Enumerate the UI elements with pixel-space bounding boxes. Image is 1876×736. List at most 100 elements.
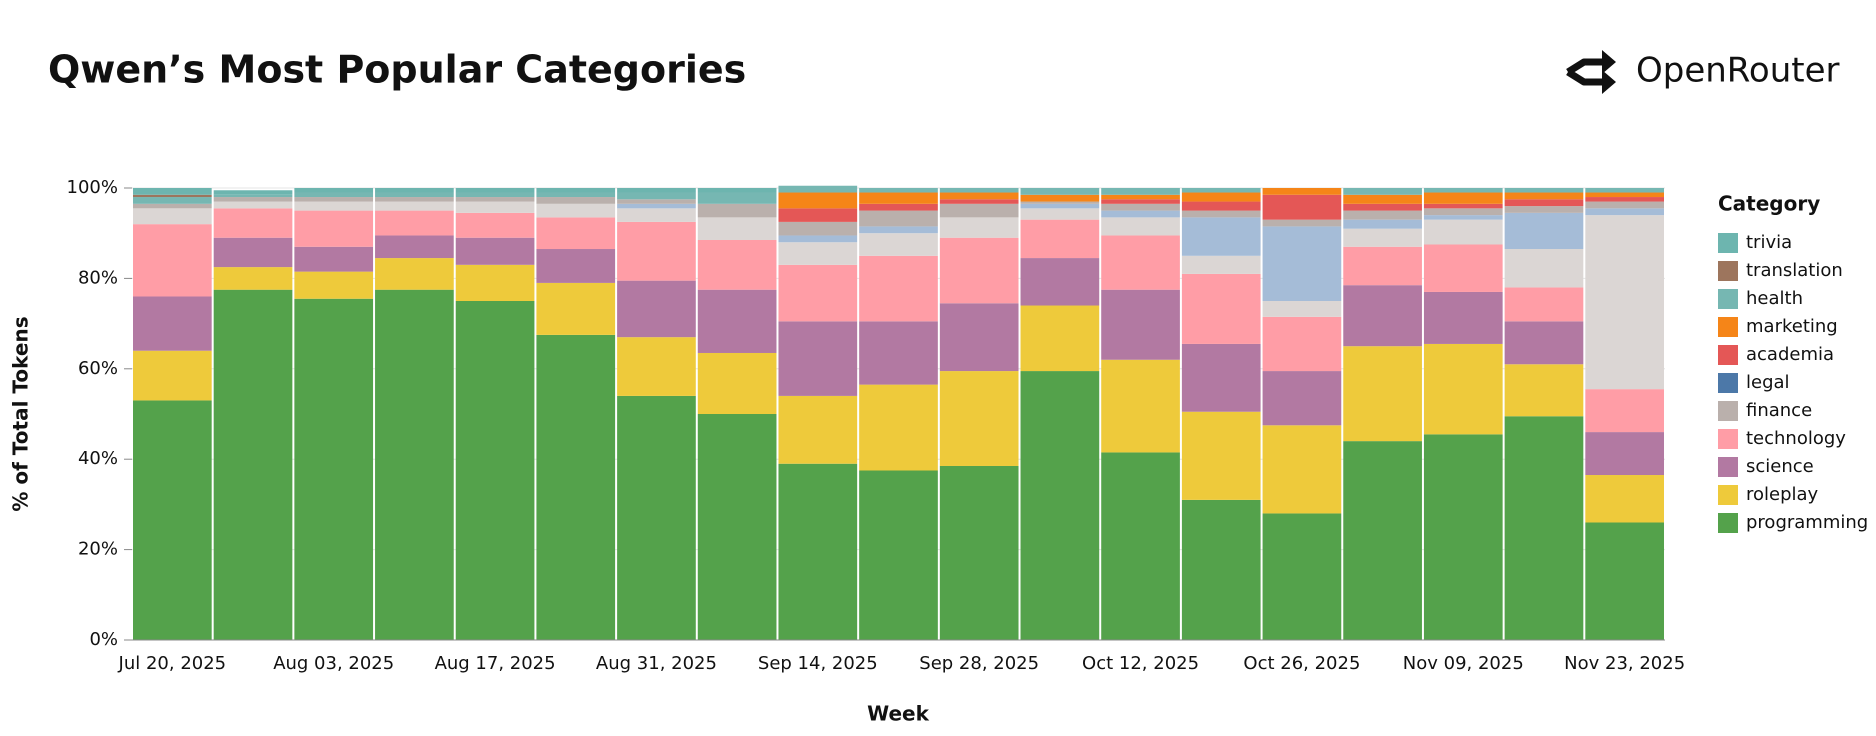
bar-segment — [133, 188, 212, 195]
bar-segment — [1181, 343, 1261, 412]
bar-segment — [1101, 203, 1180, 211]
bar-segment — [617, 192, 696, 200]
bar-segment — [1020, 194, 1100, 202]
bar-segment — [778, 463, 858, 640]
bar-segment — [1504, 364, 1584, 417]
bar-segment — [778, 264, 858, 322]
x-tick-label: Oct 12, 2025 — [1082, 653, 1199, 674]
legend-swatch — [1718, 345, 1738, 365]
bar-segment — [697, 188, 777, 193]
bar-segment — [1343, 441, 1422, 640]
legend-label: programming — [1746, 512, 1868, 533]
legend-label: health — [1746, 288, 1803, 309]
bar-segment — [617, 203, 696, 209]
legend-swatch — [1718, 429, 1738, 449]
bar-segment — [294, 192, 374, 198]
bar-segment — [1423, 219, 1503, 245]
bar-segment — [859, 255, 938, 322]
bar-segment — [1020, 188, 1100, 195]
bar-segment — [455, 188, 535, 193]
bar-segment — [1262, 188, 1342, 195]
bar-segment — [697, 352, 777, 414]
bar-segment — [1423, 208, 1503, 216]
bar-segment — [375, 188, 454, 193]
bar-segment — [1343, 219, 1422, 229]
bar-segment — [1343, 246, 1422, 286]
bar-segment — [697, 192, 777, 204]
bar-segment — [939, 192, 1019, 200]
x-tick-label: Aug 31, 2025 — [596, 653, 717, 674]
bar-segment — [939, 237, 1019, 304]
legend-title: Category — [1718, 192, 1820, 216]
y-tick-label: 20% — [78, 539, 118, 560]
bar-segment — [697, 217, 777, 240]
bar-segment — [536, 197, 616, 204]
bar-segment — [1343, 188, 1422, 195]
bar-segment — [939, 188, 1019, 193]
bar-segment — [1020, 208, 1100, 220]
bar-segment — [213, 197, 293, 202]
bar-segment — [778, 208, 858, 222]
bar-segment — [294, 197, 374, 202]
bar-segment — [1101, 188, 1180, 195]
bar-segment — [617, 199, 696, 204]
legend-label: technology — [1746, 428, 1846, 449]
bar-segment — [939, 303, 1019, 372]
bar-segment — [294, 210, 374, 247]
legend-label: translation — [1746, 260, 1843, 281]
legend-label: trivia — [1746, 232, 1792, 253]
legend-label: science — [1746, 456, 1814, 477]
y-tick-label: 100% — [67, 177, 118, 198]
bar-segment — [133, 296, 212, 351]
legend-swatch — [1718, 457, 1738, 477]
bar-segment — [294, 201, 374, 211]
bar-segment — [536, 249, 616, 283]
bar-segment — [617, 208, 696, 222]
bar-segment — [455, 197, 535, 202]
bar-segment — [1101, 452, 1180, 640]
bar-segment — [1504, 192, 1584, 200]
bar-segment — [859, 226, 938, 234]
bar-segment — [1585, 522, 1664, 640]
bar-segment — [778, 221, 858, 236]
bar-segment — [1585, 475, 1664, 523]
x-tick-label: Sep 14, 2025 — [758, 653, 878, 674]
bar-segment — [213, 190, 293, 195]
y-tick-label: 40% — [78, 448, 118, 469]
bar-segment — [778, 321, 858, 396]
bar-segment — [1343, 346, 1422, 442]
bar-segment — [939, 371, 1019, 466]
bar-segment — [1423, 192, 1503, 204]
bar-segment — [375, 289, 454, 640]
bar-segment — [133, 194, 212, 198]
bar-segment — [1262, 194, 1342, 220]
bar-segment — [1343, 285, 1422, 347]
legend-swatch — [1718, 261, 1738, 281]
bar-segment — [1262, 425, 1342, 514]
bar-segment — [1585, 188, 1664, 193]
bar-segment — [1585, 389, 1664, 433]
bar-segment — [1423, 215, 1503, 220]
bar-segment — [536, 217, 616, 250]
bar-segment — [1020, 305, 1100, 372]
bar-segment — [1181, 192, 1261, 202]
bar-segment — [1423, 434, 1503, 640]
x-tick-label: Aug 03, 2025 — [273, 653, 394, 674]
bar-segment — [375, 258, 454, 290]
bar-segment — [1423, 244, 1503, 292]
legend-label: academia — [1746, 344, 1834, 365]
legend-swatch — [1718, 317, 1738, 337]
legend-label: finance — [1746, 400, 1812, 421]
bar-segment — [939, 203, 1019, 218]
bar-segment — [1504, 416, 1584, 640]
bar-segment — [1101, 194, 1180, 200]
x-tick-label: Oct 26, 2025 — [1243, 653, 1360, 674]
legend-label: legal — [1746, 372, 1790, 393]
bar-segment — [1343, 203, 1422, 211]
bar-segment — [455, 212, 535, 238]
bar-segment — [617, 280, 696, 338]
bar-segment — [133, 208, 212, 225]
bar-segment — [1181, 255, 1261, 274]
bar-segment — [1020, 201, 1100, 204]
bar-segment — [133, 224, 212, 297]
